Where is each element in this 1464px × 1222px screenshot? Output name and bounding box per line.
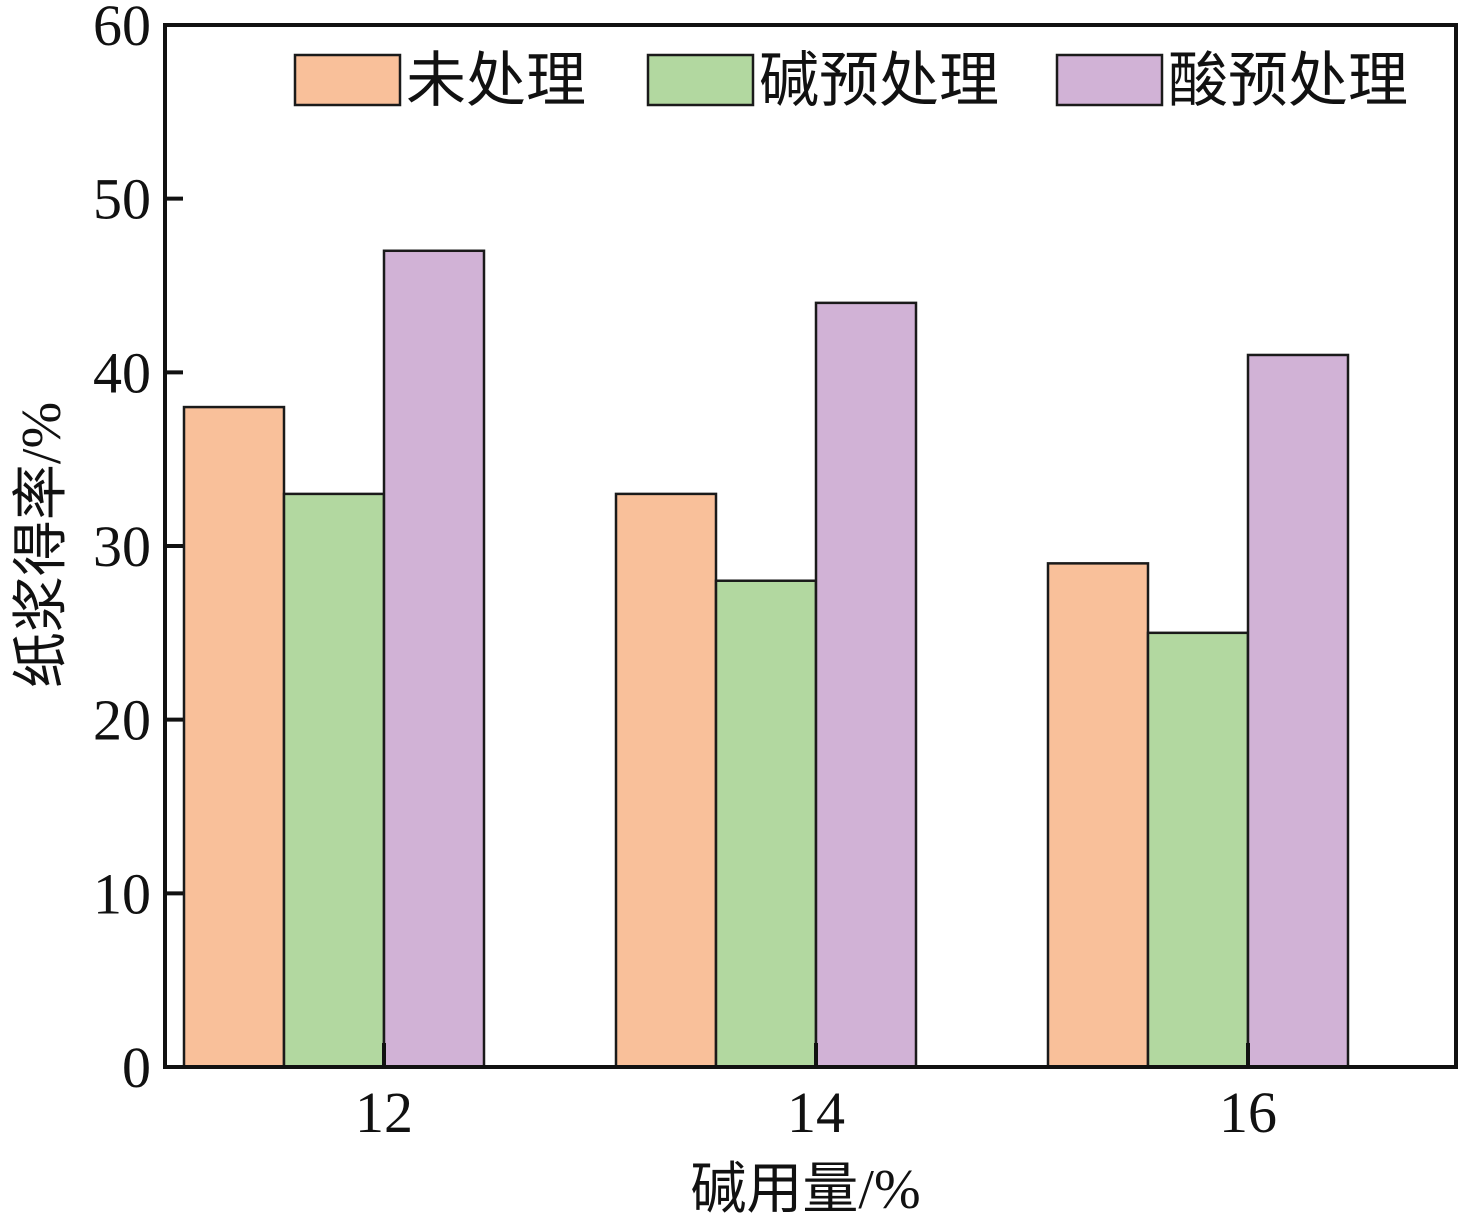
y-tick-label-40: 40 [93, 340, 151, 405]
y-tick-label-50: 50 [93, 167, 151, 232]
legend-label-1: 未处理 [406, 48, 586, 114]
x-axis-title: 碱用量/% [690, 1159, 920, 1221]
ticks-layer: 0 10 20 30 40 50 60 12 14 16 [93, 0, 1277, 1145]
x-tick-label-16: 16 [1219, 1080, 1277, 1145]
legend: 未处理 碱预处理 酸预处理 [293, 48, 1408, 114]
y-tick-label-0: 0 [122, 1035, 151, 1100]
bar-14-series-2 [714, 579, 818, 1069]
bar-14-series-3 [814, 301, 918, 1069]
bar-14-series-1 [614, 492, 718, 1069]
bar-12-series-2 [282, 492, 386, 1069]
y-tick-label-20: 20 [93, 688, 151, 753]
legend-swatch-3 [1055, 53, 1164, 107]
x-tick-label-12: 12 [355, 1080, 413, 1145]
legend-label-2: 碱预处理 [759, 48, 999, 114]
legend-swatch-1 [293, 53, 402, 107]
y-tick-label-30: 30 [93, 514, 151, 579]
bar-12-series-1 [182, 405, 286, 1069]
bar-16-series-3 [1246, 353, 1350, 1069]
legend-label-3: 酸预处理 [1168, 48, 1408, 114]
bar-16-series-2 [1146, 631, 1250, 1069]
y-tick-label-60: 60 [93, 0, 151, 58]
legend-swatch-2 [646, 53, 755, 107]
y-axis-title: 纸浆得率/% [11, 402, 73, 688]
x-tick-label-14: 14 [787, 1080, 845, 1145]
bar-12-series-3 [382, 249, 486, 1069]
bar-16-series-1 [1046, 562, 1150, 1069]
bars-layer [182, 249, 1350, 1069]
y-tick-label-10: 10 [93, 861, 151, 926]
